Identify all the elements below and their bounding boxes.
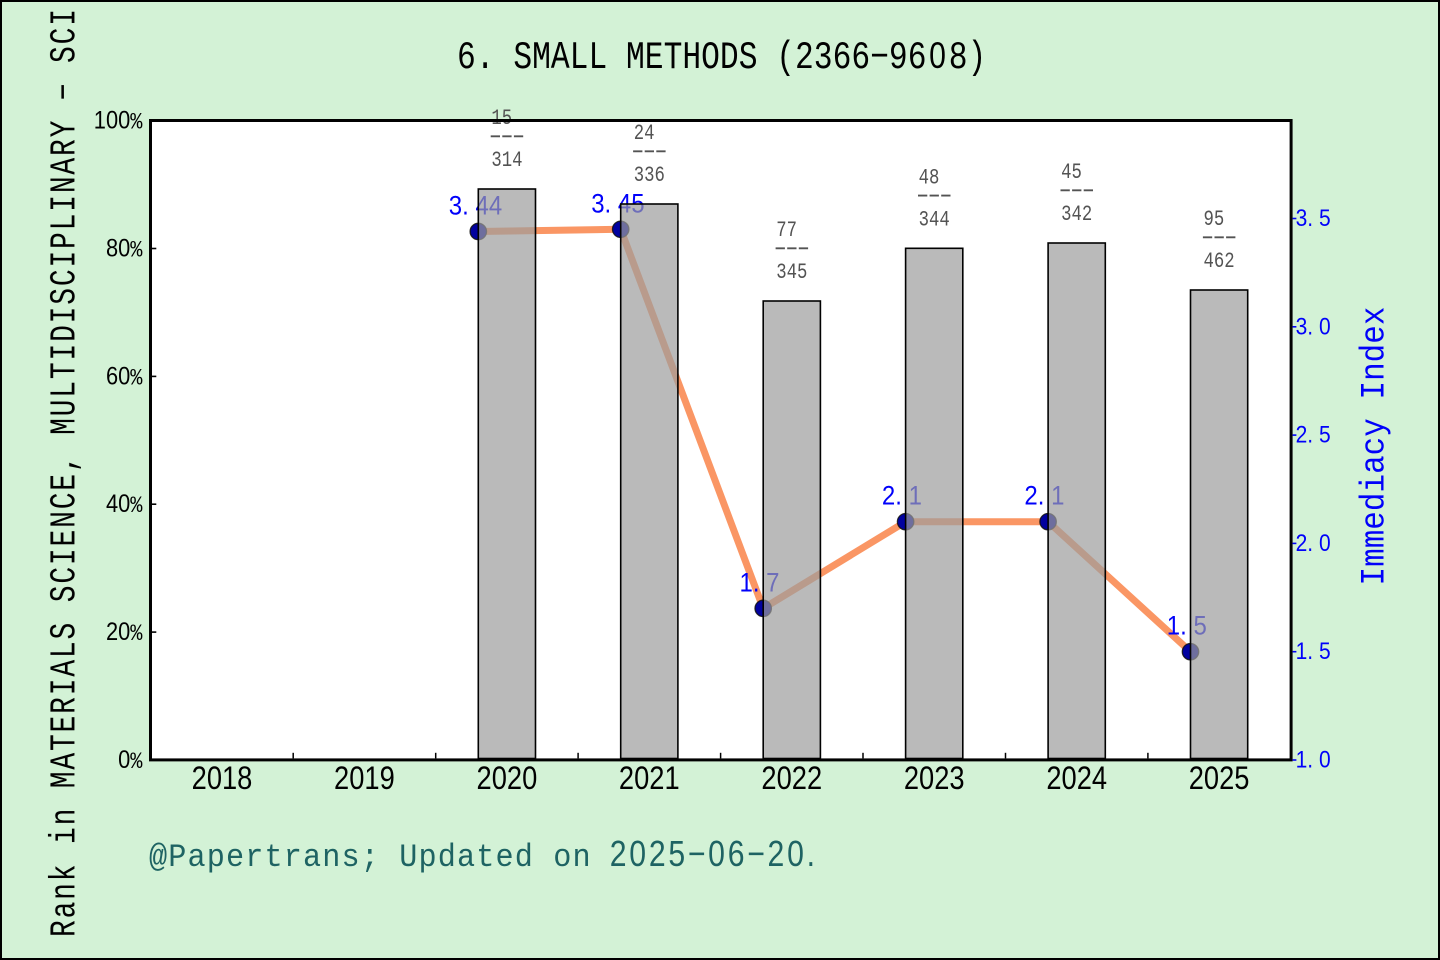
svg-text:48: 48	[919, 165, 940, 191]
svg-text:80%: 80%	[106, 234, 143, 264]
svg-text:3. 5: 3. 5	[1296, 204, 1331, 232]
svg-text:1. 0: 1. 0	[1296, 745, 1331, 773]
svg-text:95: 95	[1204, 206, 1225, 232]
svg-text:@Papertrans; Updated on: @Papertrans; Updated on	[149, 840, 591, 876]
svg-text:345: 345	[776, 259, 807, 285]
svg-text:2023: 2023	[904, 761, 965, 797]
svg-text:77: 77	[776, 217, 797, 243]
svg-text:45: 45	[1061, 159, 1082, 185]
svg-text:3. 0: 3. 0	[1296, 312, 1331, 340]
svg-text:2024: 2024	[1046, 761, 1107, 797]
svg-text:100%: 100%	[94, 106, 143, 136]
svg-text:24: 24	[634, 120, 655, 146]
svg-text:2025−06−20.: 2025−06−20.	[610, 834, 818, 874]
svg-text:2019: 2019	[334, 761, 395, 797]
svg-text:40%: 40%	[106, 490, 143, 520]
svg-text:1. 5: 1. 5	[1296, 637, 1331, 665]
svg-text:2021: 2021	[619, 761, 680, 797]
svg-text:60%: 60%	[106, 362, 143, 392]
svg-text:344: 344	[919, 206, 950, 232]
svg-text:2018: 2018	[192, 761, 253, 797]
svg-text:Immediacy Index: Immediacy Index	[1355, 307, 1394, 586]
svg-text:2. 0: 2. 0	[1296, 528, 1331, 556]
svg-text:15: 15	[491, 105, 512, 131]
svg-text:336: 336	[634, 162, 665, 188]
svg-text:314: 314	[491, 147, 522, 173]
svg-text:2022: 2022	[761, 761, 822, 797]
svg-text:2020: 2020	[477, 761, 538, 797]
svg-text:6. SMALL METHODS (2366−9608): 6. SMALL METHODS (2366−9608)	[457, 35, 986, 80]
svg-text:20%: 20%	[106, 618, 143, 648]
svg-text:342: 342	[1061, 201, 1092, 227]
svg-text:2. 5: 2. 5	[1296, 420, 1331, 448]
svg-text:462: 462	[1204, 248, 1235, 274]
svg-text:2025: 2025	[1189, 761, 1250, 797]
svg-text:Rank in MATERIALS SCIENCE, MUL: Rank in MATERIALS SCIENCE, MULTIDISCIPLI…	[44, 9, 85, 937]
svg-text:0%: 0%	[118, 746, 143, 776]
